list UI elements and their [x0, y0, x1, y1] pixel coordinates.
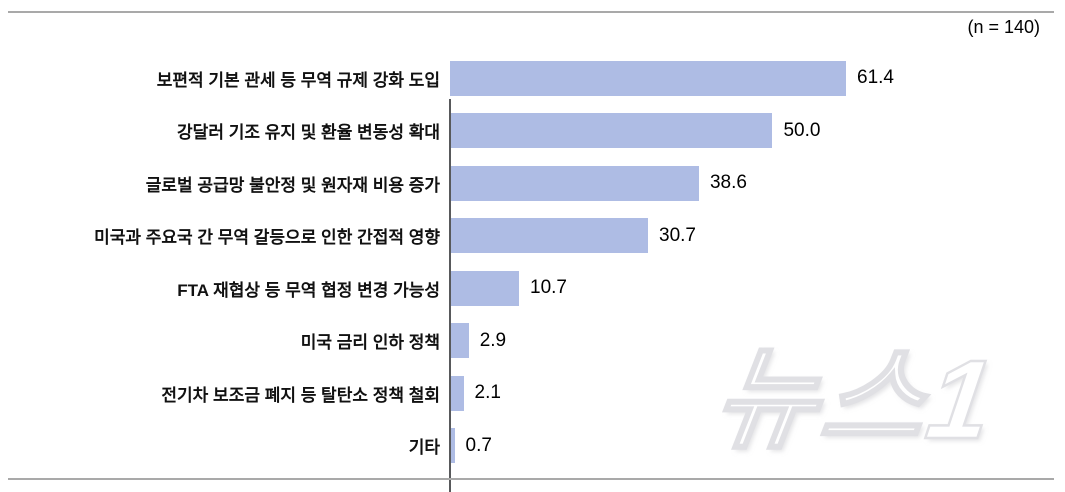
- bar-row: 미국과 주요국 간 무역 갈등으로 인한 간접적 영향 30.7: [0, 210, 1065, 263]
- bar-row: 미국 금리 인하 정책 2.9: [0, 315, 1065, 368]
- value-label: 0.7: [465, 434, 492, 456]
- bar: [450, 113, 773, 149]
- category-label: 보편적 기본 관세 등 무역 규제 강화 도입: [156, 70, 440, 90]
- bar-rows-container: 보편적 기본 관세 등 무역 규제 강화 도입 61.4 강달러 기조 유지 및 환…: [0, 52, 1065, 472]
- bar: [450, 218, 648, 254]
- bar: [450, 270, 519, 306]
- bar: [450, 165, 699, 201]
- bar-row: 강달러 기조 유지 및 환율 변동성 확대 50.0: [0, 105, 1065, 158]
- bar-area: 0.7: [450, 420, 1065, 473]
- value-label: 2.9: [479, 329, 507, 351]
- bottom-border-line: [8, 478, 1054, 480]
- bar-row: 기타 0.7: [0, 420, 1065, 473]
- category-label: FTA 재협상 등 무역 협정 변경 가능성: [177, 280, 440, 300]
- bar-chart: 보편적 기본 관세 등 무역 규제 강화 도입 61.4 강달러 기조 유지 및 환…: [0, 52, 1065, 492]
- value-label: 30.7: [659, 224, 696, 246]
- sample-size-label: (n = 140): [967, 17, 1040, 37]
- category-label: 기타: [408, 438, 440, 458]
- bar-row: 글로벌 공급망 불안정 및 원자재 비용 증가 38.6: [0, 157, 1065, 210]
- value-label: 61.4: [857, 67, 894, 89]
- bar: [450, 60, 846, 96]
- category-label: 미국 금리 인하 정책: [300, 333, 440, 353]
- bar: [450, 323, 469, 359]
- bar-area: 2.1: [450, 367, 1065, 420]
- bar-area: 2.9: [450, 315, 1065, 368]
- category-label: 강달러 기조 유지 및 환율 변동성 확대: [177, 123, 440, 143]
- bar-area: 38.6: [450, 157, 1065, 210]
- value-label: 2.1: [474, 382, 501, 404]
- bar-area: 10.7: [450, 262, 1065, 315]
- top-border-line: [8, 11, 1054, 13]
- bar-area: 61.4: [450, 52, 1065, 105]
- vertical-axis-line: [449, 99, 451, 492]
- bar: [450, 428, 455, 464]
- category-label: 미국과 주요국 간 무역 갈등으로 인한 간접적 영향: [94, 228, 440, 248]
- value-label: 50.0: [783, 119, 821, 141]
- category-label: 글로벌 공급망 불안정 및 원자재 비용 증가: [145, 175, 440, 195]
- category-label: 전기차 보조금 폐지 등 탈탄소 정책 철회: [161, 385, 440, 405]
- bar-row: 보편적 기본 관세 등 무역 규제 강화 도입 61.4: [0, 52, 1065, 105]
- value-label: 38.6: [709, 172, 747, 194]
- bar-row: 전기차 보조금 폐지 등 탈탄소 정책 철회 2.1: [0, 367, 1065, 420]
- bar-area: 50.0: [450, 105, 1065, 158]
- value-label: 10.7: [530, 277, 567, 299]
- bar-area: 30.7: [450, 210, 1065, 263]
- bar-row: FTA 재협상 등 무역 협정 변경 가능성 10.7: [0, 262, 1065, 315]
- bar: [450, 375, 464, 411]
